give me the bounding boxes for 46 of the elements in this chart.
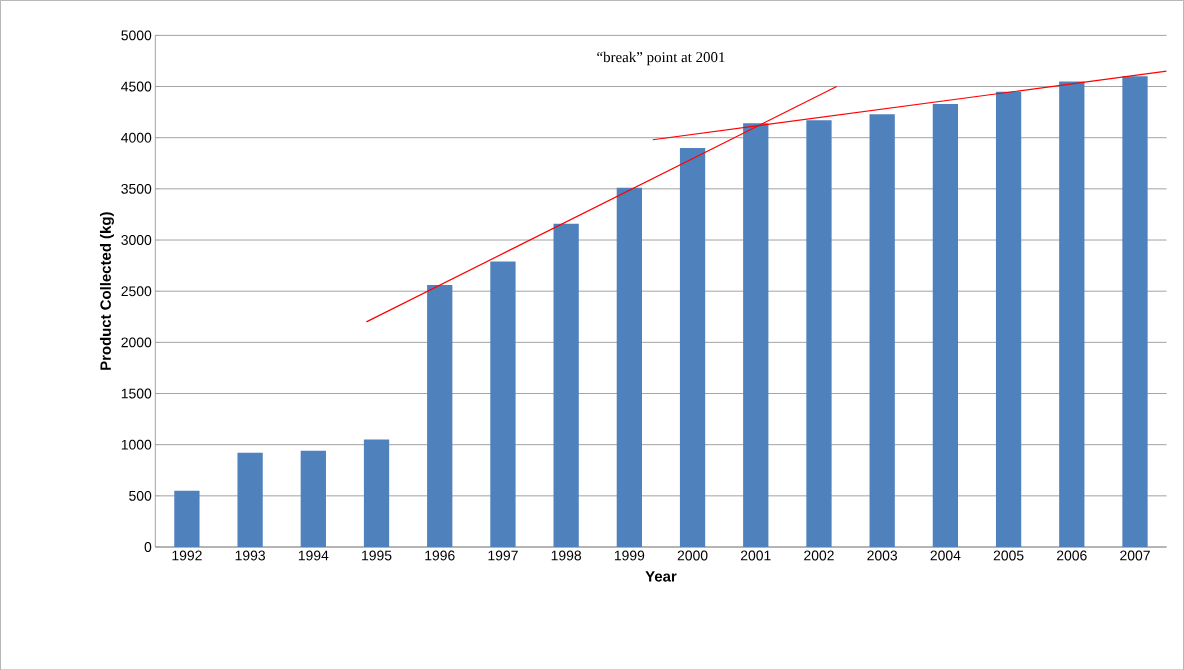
x-tick-label: 1999 [614, 550, 645, 561]
y-tick-label: 5000 [121, 30, 152, 41]
x-tick-label: 1998 [551, 550, 582, 561]
bar [363, 439, 390, 547]
bar [616, 187, 642, 547]
x-tick-label: 1992 [172, 550, 202, 561]
x-tick-label: 1995 [362, 550, 392, 561]
bar [553, 223, 579, 547]
x-tick-label: 1993 [235, 550, 265, 561]
x-tick-label: 2003 [867, 550, 898, 561]
bar [869, 114, 895, 547]
y-tick-label: 3000 [121, 234, 152, 245]
x-tick-label: 1996 [425, 550, 455, 561]
bar [427, 284, 453, 547]
bar [490, 261, 516, 547]
x-tick-label: 2000 [677, 550, 708, 561]
y-tick-label: 2500 [121, 286, 152, 296]
bar [679, 147, 706, 547]
bar [1122, 76, 1148, 547]
bar [174, 490, 200, 547]
bar [995, 91, 1022, 547]
y-tick-label: 500 [129, 490, 152, 501]
y-tick-label: 0 [144, 541, 152, 552]
x-tick-label: 2002 [804, 550, 834, 561]
y-axis-title: Product Collected (kg) [99, 212, 114, 370]
x-tick-label: 2001 [740, 550, 771, 561]
annotation: “break” point at 2001 [597, 51, 725, 66]
y-tick-label: 1500 [121, 388, 152, 399]
x-tick-label: 1997 [488, 550, 518, 561]
x-axis-title: Year [645, 571, 677, 582]
y-tick-label: 4500 [121, 81, 152, 92]
bar [1059, 81, 1085, 547]
bar [743, 123, 769, 547]
x-tick-label: 1994 [298, 550, 329, 561]
y-tick-label: 4000 [121, 132, 152, 143]
y-tick-label: 3500 [121, 183, 152, 194]
bar [300, 450, 326, 547]
x-tick-label: 2006 [1056, 550, 1087, 561]
x-tick-label: 2005 [993, 550, 1024, 561]
bar [932, 103, 959, 547]
bar [806, 120, 832, 547]
x-tick-label: 2004 [930, 550, 961, 561]
bar [237, 452, 263, 547]
y-tick-label: 1000 [121, 439, 152, 450]
x-tick-label: 2007 [1120, 550, 1150, 561]
y-tick-label: 2000 [121, 337, 152, 348]
